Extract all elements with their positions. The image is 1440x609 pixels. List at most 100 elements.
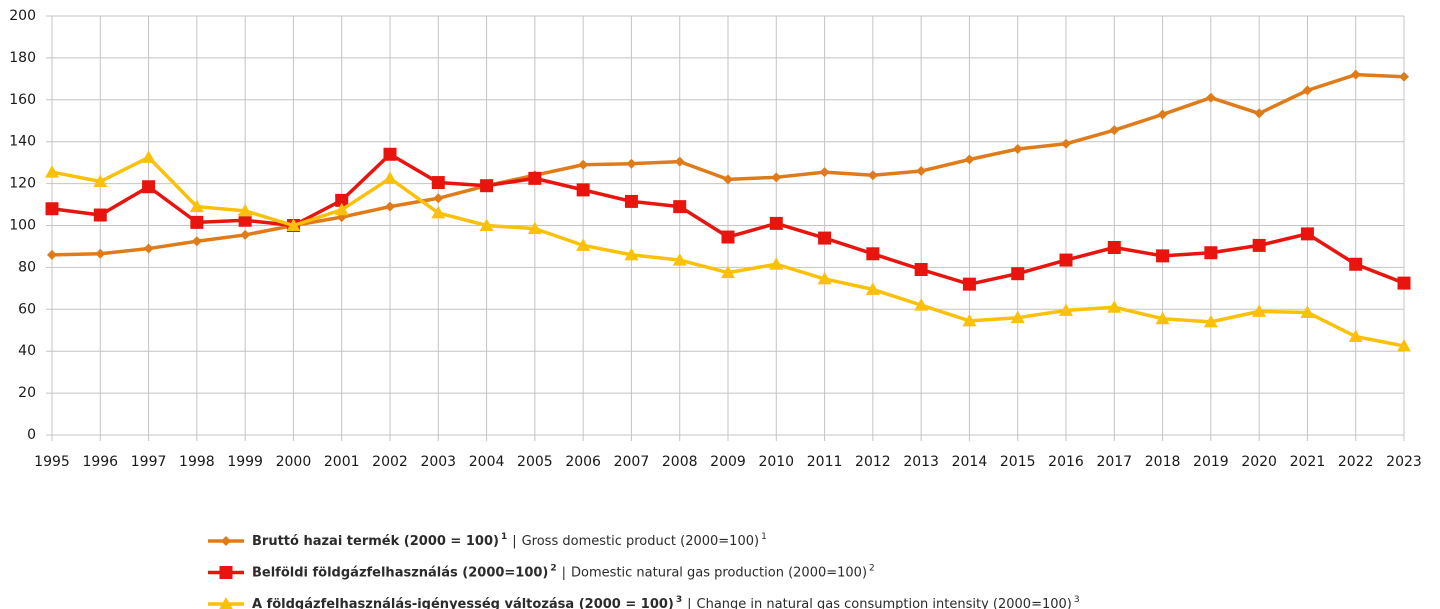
legend-note: 3 bbox=[676, 595, 682, 605]
x-tick-label: 2007 bbox=[614, 454, 650, 470]
marker bbox=[45, 202, 59, 216]
marker bbox=[479, 218, 494, 231]
legend-note: 1 bbox=[501, 532, 507, 542]
marker bbox=[221, 536, 231, 546]
legend-name-en: Domestic natural gas production (2000=10… bbox=[571, 565, 867, 580]
marker bbox=[528, 171, 542, 185]
marker bbox=[964, 154, 975, 165]
marker bbox=[219, 566, 233, 579]
legend-label: Bruttó hazai termék (2000 = 100) 1 | Gross … bbox=[252, 532, 767, 549]
marker bbox=[141, 150, 156, 163]
marker bbox=[189, 199, 204, 213]
legend-note: 1 bbox=[761, 532, 767, 542]
marker bbox=[1205, 92, 1216, 103]
marker bbox=[819, 167, 830, 178]
marker bbox=[721, 265, 735, 279]
y-tick-label: 100 bbox=[9, 218, 36, 234]
legend-name: A földgázfelhasználás-igényesség változá… bbox=[252, 597, 674, 609]
marker bbox=[576, 238, 591, 251]
x-tick-label: 2021 bbox=[1290, 454, 1326, 470]
marker bbox=[626, 158, 637, 169]
marker bbox=[1012, 144, 1023, 155]
x-tick-label: 2013 bbox=[903, 454, 939, 470]
marker bbox=[721, 230, 735, 244]
marker bbox=[1252, 238, 1266, 252]
marker bbox=[1156, 249, 1170, 263]
y-tick-label: 80 bbox=[18, 259, 36, 275]
marker bbox=[1203, 314, 1218, 328]
legend-separator: | bbox=[562, 565, 566, 580]
marker bbox=[769, 257, 784, 270]
marker bbox=[1059, 253, 1073, 267]
marker bbox=[143, 243, 154, 254]
marker bbox=[1350, 69, 1361, 80]
marker bbox=[1397, 338, 1411, 352]
legend-separator: | bbox=[687, 597, 691, 609]
x-tick-label: 2023 bbox=[1386, 454, 1422, 470]
x-tick-label: 2012 bbox=[855, 454, 891, 470]
legend-note: 3 bbox=[1074, 595, 1080, 605]
marker bbox=[867, 170, 878, 181]
marker bbox=[335, 193, 349, 207]
marker bbox=[578, 159, 589, 170]
marker bbox=[1302, 85, 1313, 96]
legend-label: Belföldi földgázfelhasználás (2000=100) 2… bbox=[252, 563, 875, 580]
x-tick-label: 2018 bbox=[1145, 454, 1181, 470]
x-tick-label: 2015 bbox=[1000, 454, 1036, 470]
marker bbox=[673, 200, 687, 214]
x-tick-label: 2022 bbox=[1338, 454, 1374, 470]
marker bbox=[1349, 257, 1363, 271]
marker bbox=[238, 203, 253, 217]
x-tick-label: 2011 bbox=[807, 454, 843, 470]
x-tick-label: 2017 bbox=[1096, 454, 1132, 470]
legend-name: Bruttó hazai termék (2000 = 100) bbox=[252, 534, 499, 549]
marker bbox=[1204, 246, 1218, 260]
marker bbox=[431, 176, 445, 190]
x-tick-label: 2020 bbox=[1241, 454, 1277, 470]
marker bbox=[191, 236, 202, 247]
x-tick-label: 1996 bbox=[82, 454, 118, 470]
legend-name-en: Change in natural gas consumption intens… bbox=[697, 597, 1072, 609]
x-tick-label: 2001 bbox=[324, 454, 360, 470]
x-tick-label: 2019 bbox=[1193, 454, 1229, 470]
marker bbox=[771, 172, 782, 183]
legend-name-en: Gross domestic product (2000=100) bbox=[522, 534, 759, 549]
x-tick-label: 2006 bbox=[565, 454, 601, 470]
marker bbox=[334, 202, 349, 216]
x-tick-label: 1997 bbox=[131, 454, 167, 470]
marker bbox=[1107, 240, 1121, 254]
marker bbox=[674, 156, 685, 167]
x-tick-label: 2005 bbox=[517, 454, 553, 470]
marker bbox=[45, 165, 59, 178]
x-tick-label: 1998 bbox=[179, 454, 215, 470]
marker bbox=[1252, 304, 1267, 317]
x-tick-label: 2003 bbox=[420, 454, 456, 470]
marker bbox=[914, 262, 928, 276]
marker bbox=[962, 313, 977, 327]
marker bbox=[1348, 329, 1363, 343]
marker bbox=[1059, 303, 1073, 316]
marker bbox=[672, 253, 687, 266]
marker bbox=[576, 183, 590, 197]
marker bbox=[962, 277, 976, 291]
marker bbox=[286, 218, 301, 231]
marker bbox=[383, 171, 397, 184]
marker bbox=[1109, 125, 1120, 136]
x-tick-label: 2002 bbox=[372, 454, 408, 470]
marker bbox=[1107, 300, 1122, 313]
marker bbox=[385, 201, 395, 212]
legend-label: A földgázfelhasználás-igényesség változá… bbox=[252, 595, 1080, 609]
y-tick-label: 200 bbox=[9, 8, 36, 24]
legend-note: 2 bbox=[550, 563, 556, 573]
marker bbox=[47, 249, 57, 260]
marker bbox=[431, 205, 446, 219]
marker bbox=[238, 213, 252, 227]
marker bbox=[866, 247, 880, 261]
marker bbox=[1399, 71, 1409, 82]
marker bbox=[1300, 227, 1314, 241]
marker bbox=[1300, 305, 1315, 318]
y-tick-label: 140 bbox=[9, 134, 36, 150]
marker bbox=[1010, 310, 1025, 324]
marker bbox=[480, 179, 494, 193]
